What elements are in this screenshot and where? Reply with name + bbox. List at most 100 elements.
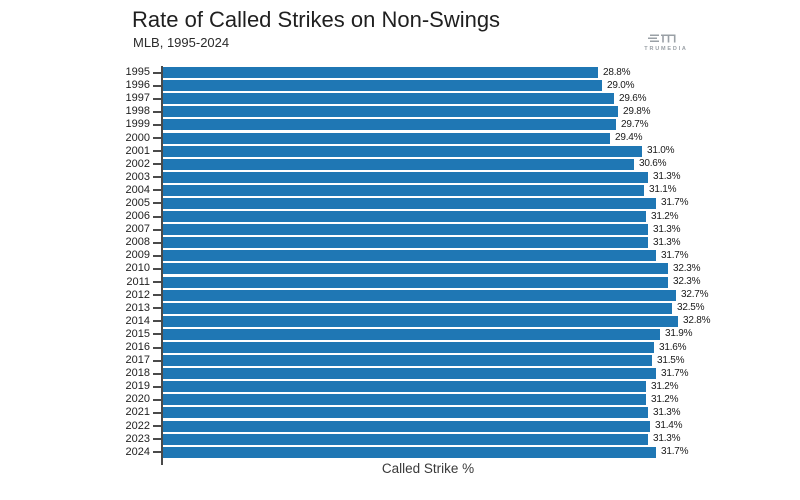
y-tick-label: 2019 — [125, 380, 150, 393]
x-axis-label: Called Strike % — [381, 461, 475, 476]
y-tick-mark — [153, 294, 162, 297]
bar — [162, 420, 650, 432]
bar — [162, 276, 668, 288]
bar — [162, 289, 676, 301]
chart-subtitle: MLB, 1995-2024 — [133, 35, 230, 50]
bar-value-label: 29.8% — [623, 105, 651, 117]
y-tick-label: 1999 — [125, 118, 150, 131]
y-tick-mark — [153, 398, 162, 401]
bar-value-label: 31.7% — [661, 249, 689, 261]
y-tick-label: 2006 — [125, 210, 150, 223]
y-tick-mark — [153, 202, 162, 205]
chart-row: 2004 31.1% — [0, 184, 800, 197]
y-tick-mark — [153, 411, 162, 414]
chart-row: 2016 31.6% — [0, 341, 800, 354]
y-tick-mark — [153, 110, 162, 113]
trumedia-logo-text: TRUMEDIA — [644, 46, 688, 52]
chart-row: 2010 32.3% — [0, 262, 800, 275]
chart-row: 2014 32.8% — [0, 315, 800, 328]
chart-row: 2015 31.9% — [0, 328, 800, 341]
y-tick-label: 2002 — [125, 157, 150, 170]
bar-value-label: 31.7% — [661, 367, 689, 379]
bar — [162, 211, 646, 223]
bar-value-label: 32.3% — [673, 276, 701, 288]
chart-row: 2018 31.7% — [0, 367, 800, 380]
y-tick-mark — [153, 71, 162, 74]
bar — [162, 237, 648, 249]
y-tick-label: 1996 — [125, 79, 150, 92]
y-tick-label: 1995 — [125, 66, 150, 79]
bar-chart-plot: 1995 28.8% 1996 29.0% 1997 29.6% 1998 29.8% 1999… — [0, 66, 800, 465]
bar-value-label: 31.1% — [649, 184, 677, 196]
y-tick-mark — [153, 241, 162, 244]
bar — [162, 394, 646, 406]
y-tick-mark — [153, 385, 162, 388]
y-tick-label: 2008 — [125, 236, 150, 249]
y-tick-mark — [153, 451, 162, 454]
bar-value-label: 32.3% — [673, 262, 701, 274]
y-tick-label: 2016 — [125, 341, 150, 354]
chart-row: 2023 31.3% — [0, 433, 800, 446]
bar-value-label: 29.0% — [607, 79, 635, 91]
y-tick-label: 2015 — [125, 327, 150, 340]
y-tick-label: 2022 — [125, 419, 150, 432]
y-tick-label: 2009 — [125, 249, 150, 262]
bar — [162, 263, 668, 275]
chart-row: 2017 31.5% — [0, 354, 800, 367]
y-tick-mark — [153, 123, 162, 126]
chart-row: 2024 31.7% — [0, 446, 800, 459]
bar — [162, 407, 648, 419]
chart-row: 2005 31.7% — [0, 197, 800, 210]
bar — [162, 315, 678, 327]
y-tick-label: 2021 — [125, 406, 150, 419]
bar-value-label: 31.7% — [661, 446, 689, 458]
bar-value-label: 31.3% — [653, 171, 681, 183]
chart-row: 1997 29.6% — [0, 92, 800, 105]
y-tick-mark — [153, 228, 162, 231]
chart-row: 2001 31.0% — [0, 145, 800, 158]
bar — [162, 119, 616, 131]
y-tick-label: 2018 — [125, 367, 150, 380]
chart-row: 2007 31.3% — [0, 223, 800, 236]
y-tick-mark — [153, 333, 162, 336]
bar — [162, 106, 618, 118]
y-tick-label: 2005 — [125, 196, 150, 209]
y-tick-mark — [153, 150, 162, 153]
bar-value-label: 32.7% — [681, 289, 709, 301]
y-tick-mark — [153, 372, 162, 375]
bar — [162, 355, 652, 367]
chart-row: 2013 32.5% — [0, 302, 800, 315]
y-tick-mark — [153, 281, 162, 284]
y-tick-label: 1998 — [125, 105, 150, 118]
bar — [162, 342, 654, 354]
bar — [162, 250, 656, 262]
y-tick-label: 2013 — [125, 301, 150, 314]
y-tick-label: 2024 — [125, 445, 150, 458]
chart-row: 2003 31.3% — [0, 171, 800, 184]
y-tick-mark — [153, 97, 162, 100]
y-tick-label: 2000 — [125, 131, 150, 144]
trumedia-logo: TRUMEDIA — [643, 32, 689, 52]
chart-row: 1996 29.0% — [0, 79, 800, 92]
bar-rows-container: 1995 28.8% 1996 29.0% 1997 29.6% 1998 29.8% 1999… — [0, 66, 800, 459]
bar-value-label: 29.4% — [615, 132, 643, 144]
bar-value-label: 31.7% — [661, 197, 689, 209]
chart-row: 2008 31.3% — [0, 236, 800, 249]
y-tick-mark — [153, 84, 162, 87]
chart-row: 1998 29.8% — [0, 105, 800, 118]
y-tick-label: 2020 — [125, 393, 150, 406]
y-tick-mark — [153, 346, 162, 349]
chart-row: 2006 31.2% — [0, 210, 800, 223]
bar — [162, 158, 634, 170]
bar-value-label: 31.4% — [655, 420, 683, 432]
bar-value-label: 31.2% — [651, 393, 679, 405]
bar-value-label: 31.3% — [653, 223, 681, 235]
y-tick-mark — [153, 359, 162, 362]
bar — [162, 368, 656, 380]
bar — [162, 446, 656, 458]
y-tick-label: 2023 — [125, 432, 150, 445]
chart-row: 2012 32.7% — [0, 289, 800, 302]
y-tick-label: 2010 — [125, 262, 150, 275]
chart-row: 2019 31.2% — [0, 380, 800, 393]
y-tick-mark — [153, 320, 162, 323]
